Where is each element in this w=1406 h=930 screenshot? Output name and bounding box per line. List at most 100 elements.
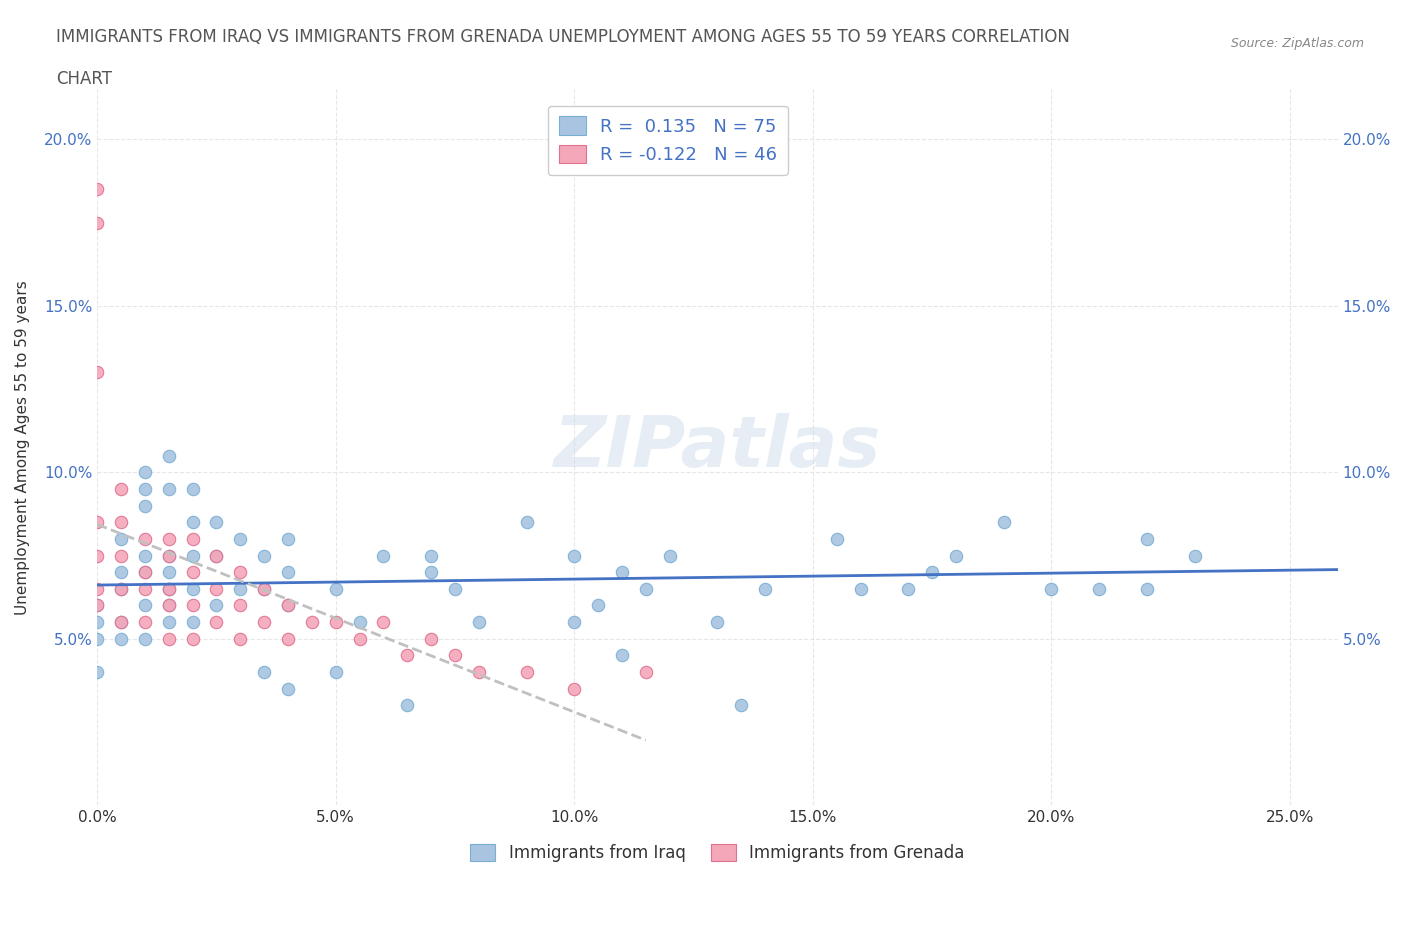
Point: [134, 598, 156, 613]
Point: [516, 665, 538, 680]
Point: [110, 565, 132, 579]
Point: [396, 698, 419, 712]
Point: [86, 598, 108, 613]
Point: [157, 598, 180, 613]
Point: [134, 581, 156, 596]
Point: [181, 581, 204, 596]
Point: [86, 598, 108, 613]
Point: [229, 531, 252, 546]
Point: [157, 531, 180, 546]
Point: [181, 615, 204, 630]
Point: [897, 581, 920, 596]
Point: [205, 615, 228, 630]
Point: [134, 548, 156, 563]
Point: [921, 565, 943, 579]
Point: [277, 598, 299, 613]
Point: [86, 365, 108, 379]
Point: [1136, 531, 1159, 546]
Point: [181, 631, 204, 646]
Point: [993, 515, 1015, 530]
Point: [277, 631, 299, 646]
Point: [325, 665, 347, 680]
Point: [444, 581, 467, 596]
Point: [468, 615, 491, 630]
Point: [86, 665, 108, 680]
Y-axis label: Unemployment Among Ages 55 to 59 years: Unemployment Among Ages 55 to 59 years: [15, 280, 30, 615]
Point: [468, 665, 491, 680]
Point: [157, 615, 180, 630]
Point: [157, 631, 180, 646]
Point: [229, 565, 252, 579]
Point: [277, 682, 299, 697]
Point: [277, 565, 299, 579]
Point: [110, 581, 132, 596]
Point: [157, 565, 180, 579]
Point: [325, 581, 347, 596]
Point: [157, 581, 180, 596]
Point: [134, 565, 156, 579]
Point: [110, 581, 132, 596]
Point: [562, 615, 585, 630]
Point: [373, 548, 395, 563]
Point: [86, 581, 108, 596]
Point: [634, 581, 657, 596]
Point: [1136, 581, 1159, 596]
Point: [253, 581, 276, 596]
Point: [86, 615, 108, 630]
Point: [134, 565, 156, 579]
Point: [396, 648, 419, 663]
Point: [86, 515, 108, 530]
Point: [86, 215, 108, 230]
Point: [253, 548, 276, 563]
Point: [277, 531, 299, 546]
Point: [181, 548, 204, 563]
Legend: Immigrants from Iraq, Immigrants from Grenada: Immigrants from Iraq, Immigrants from Gr…: [464, 837, 972, 869]
Point: [181, 482, 204, 497]
Point: [301, 615, 323, 630]
Point: [86, 548, 108, 563]
Point: [349, 631, 371, 646]
Point: [110, 531, 132, 546]
Point: [110, 631, 132, 646]
Point: [516, 515, 538, 530]
Point: [157, 482, 180, 497]
Point: [229, 581, 252, 596]
Point: [325, 615, 347, 630]
Point: [1040, 581, 1063, 596]
Point: [849, 581, 872, 596]
Point: [658, 548, 681, 563]
Point: [86, 182, 108, 197]
Point: [205, 548, 228, 563]
Point: [349, 615, 371, 630]
Point: [205, 548, 228, 563]
Point: [420, 631, 443, 646]
Text: ZIPatlas: ZIPatlas: [554, 413, 882, 482]
Point: [1184, 548, 1206, 563]
Point: [634, 665, 657, 680]
Point: [134, 631, 156, 646]
Point: [205, 581, 228, 596]
Point: [157, 548, 180, 563]
Point: [444, 648, 467, 663]
Point: [181, 565, 204, 579]
Point: [610, 648, 633, 663]
Point: [110, 482, 132, 497]
Point: [229, 598, 252, 613]
Point: [157, 448, 180, 463]
Point: [110, 615, 132, 630]
Point: [205, 515, 228, 530]
Point: [134, 482, 156, 497]
Point: [562, 548, 585, 563]
Point: [134, 531, 156, 546]
Point: [134, 465, 156, 480]
Point: [134, 498, 156, 513]
Point: [373, 615, 395, 630]
Point: [825, 531, 848, 546]
Point: [253, 665, 276, 680]
Point: [134, 615, 156, 630]
Point: [110, 515, 132, 530]
Point: [586, 598, 609, 613]
Text: IMMIGRANTS FROM IRAQ VS IMMIGRANTS FROM GRENADA UNEMPLOYMENT AMONG AGES 55 TO 59: IMMIGRANTS FROM IRAQ VS IMMIGRANTS FROM …: [56, 28, 1070, 46]
Point: [610, 565, 633, 579]
Point: [181, 531, 204, 546]
